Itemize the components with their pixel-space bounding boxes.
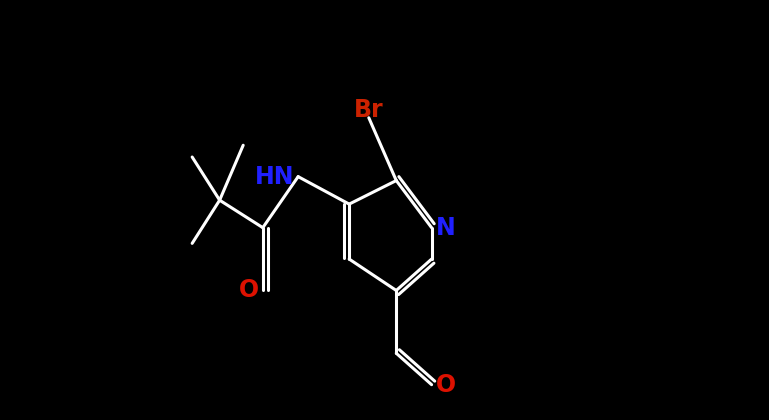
- Text: O: O: [435, 373, 456, 396]
- Text: Br: Br: [354, 98, 384, 122]
- Text: N: N: [435, 215, 455, 240]
- Text: O: O: [238, 278, 259, 302]
- Text: HN: HN: [255, 165, 295, 189]
